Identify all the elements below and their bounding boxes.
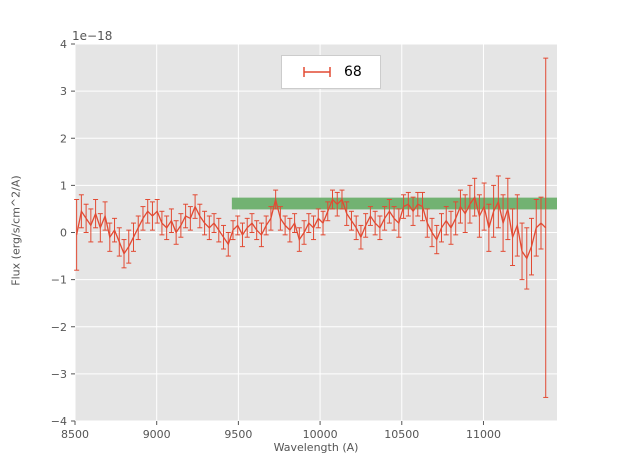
x-axis-ticks: 8500 9000 9500 10000 10500 11000 [61,421,501,441]
svg-text:11000: 11000 [466,428,501,441]
x-axis-label: Wavelength (A) [273,441,359,454]
svg-text:8500: 8500 [61,428,89,441]
svg-text:0: 0 [60,227,67,240]
y-axis-offset-text: 1e−18 [72,29,113,43]
highlight-band [231,197,557,210]
svg-text:9000: 9000 [143,428,171,441]
svg-text:3: 3 [60,85,67,98]
legend-label: 68 [344,64,362,80]
svg-text:−3: −3 [51,368,67,381]
gridlines [74,43,557,422]
spectrum-line [75,195,547,260]
svg-text:4: 4 [60,38,67,51]
svg-text:−1: −1 [51,274,67,287]
legend-errorbar-icon [303,67,331,77]
svg-text:1: 1 [60,179,67,192]
svg-text:−4: −4 [51,415,67,428]
y-axis-ticks: −4 −3 −2 −1 0 1 2 3 4 [51,38,75,428]
svg-text:10000: 10000 [303,428,338,441]
y-axis-label: Flux (erg/s/cm^2/A) [9,175,23,286]
svg-text:2: 2 [60,132,67,145]
svg-text:9500: 9500 [224,428,252,441]
legend: 68 [281,55,381,89]
svg-text:−2: −2 [51,321,67,334]
svg-text:10500: 10500 [384,428,419,441]
